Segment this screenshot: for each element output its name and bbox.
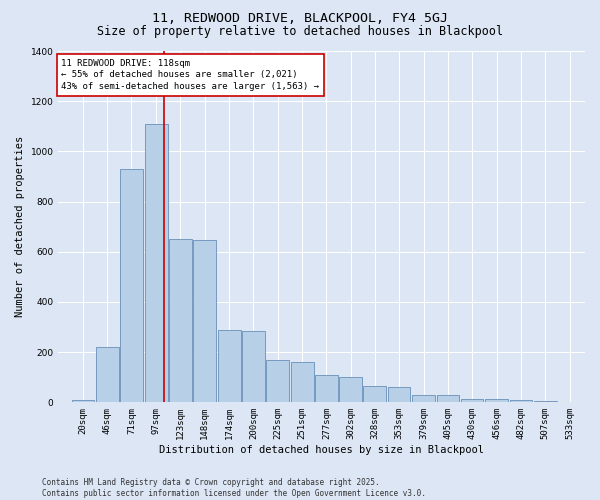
Y-axis label: Number of detached properties: Number of detached properties bbox=[15, 136, 25, 318]
Bar bbox=[291, 362, 314, 403]
Bar bbox=[461, 398, 484, 402]
Bar bbox=[193, 240, 216, 402]
Text: 11, REDWOOD DRIVE, BLACKPOOL, FY4 5GJ: 11, REDWOOD DRIVE, BLACKPOOL, FY4 5GJ bbox=[152, 12, 448, 26]
Bar bbox=[339, 377, 362, 402]
Bar bbox=[412, 395, 435, 402]
Bar bbox=[266, 360, 289, 403]
Bar bbox=[364, 386, 386, 402]
Bar bbox=[315, 374, 338, 402]
Bar bbox=[218, 330, 241, 402]
Bar bbox=[120, 169, 143, 402]
Bar bbox=[242, 331, 265, 402]
Text: Contains HM Land Registry data © Crown copyright and database right 2025.
Contai: Contains HM Land Registry data © Crown c… bbox=[42, 478, 426, 498]
Bar bbox=[534, 401, 557, 402]
Bar bbox=[71, 400, 94, 402]
X-axis label: Distribution of detached houses by size in Blackpool: Distribution of detached houses by size … bbox=[159, 445, 484, 455]
Bar bbox=[388, 388, 410, 402]
Bar bbox=[96, 347, 119, 403]
Text: 11 REDWOOD DRIVE: 118sqm
← 55% of detached houses are smaller (2,021)
43% of sem: 11 REDWOOD DRIVE: 118sqm ← 55% of detach… bbox=[61, 58, 319, 91]
Bar bbox=[437, 396, 459, 402]
Bar bbox=[509, 400, 532, 402]
Bar bbox=[485, 400, 508, 402]
Bar bbox=[145, 124, 167, 402]
Text: Size of property relative to detached houses in Blackpool: Size of property relative to detached ho… bbox=[97, 25, 503, 38]
Bar bbox=[169, 239, 192, 402]
